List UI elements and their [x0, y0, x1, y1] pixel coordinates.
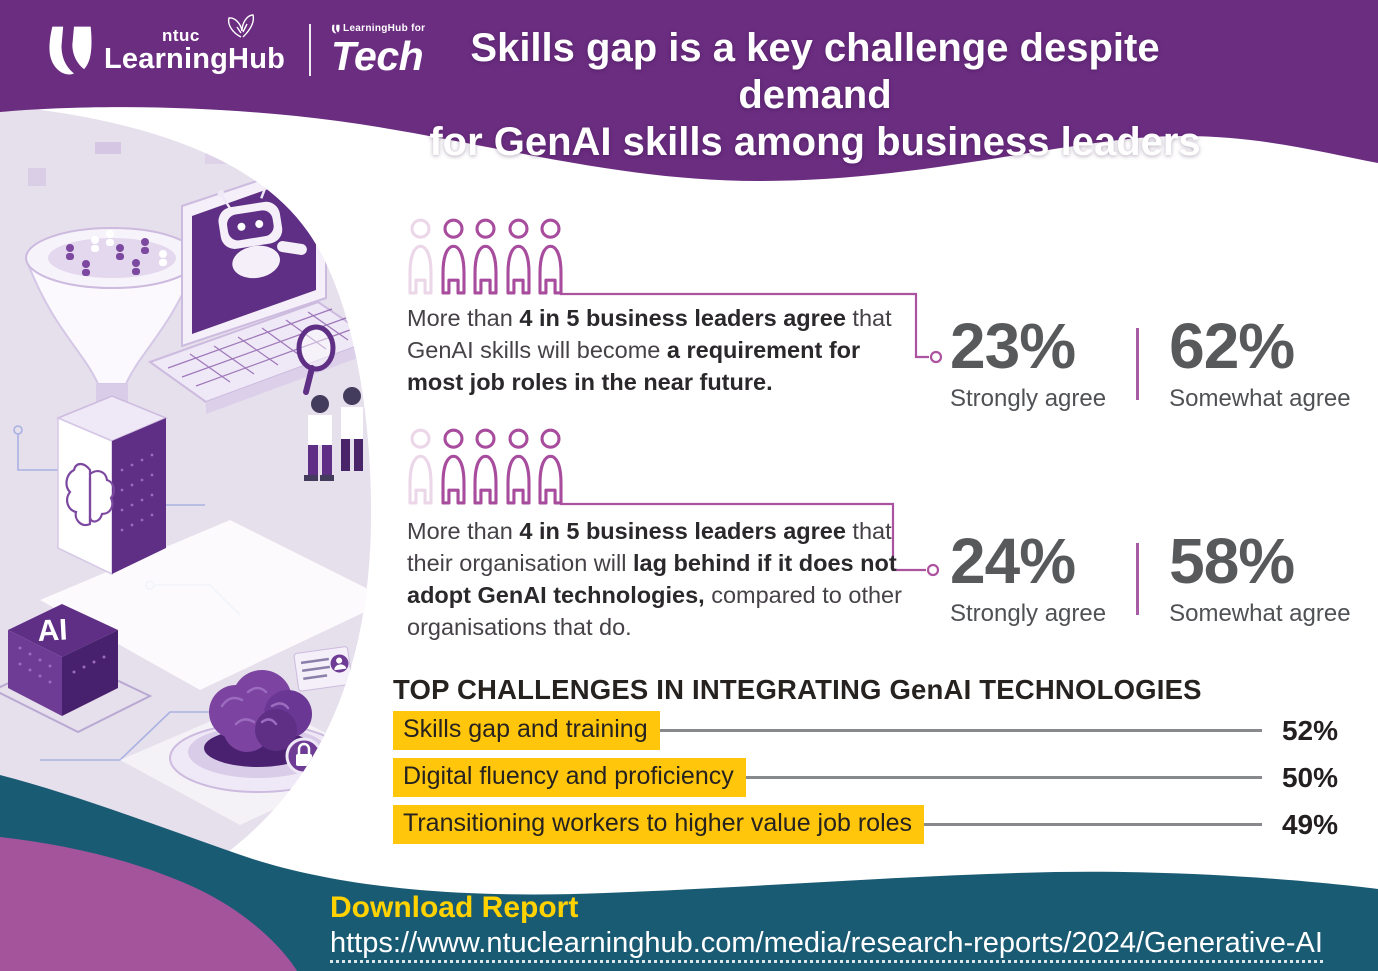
brain-icon — [209, 670, 312, 752]
people-icon-row-1 — [405, 217, 566, 296]
bottom-wave — [0, 775, 1378, 971]
challenge-leader-line — [659, 729, 1262, 732]
challenge-leader-line — [745, 776, 1262, 779]
stat-value: 58% — [1169, 525, 1295, 597]
header-wave — [0, 0, 1378, 181]
brain-outline-icon — [65, 462, 115, 527]
stat-label: Strongly agree — [950, 384, 1107, 412]
person-icon — [473, 218, 498, 295]
brand-bar: ntuc LearningHub LearningHub for — [44, 13, 425, 79]
stat-strongly-agree-2: 24% Strongly agree — [950, 525, 1107, 628]
stat-divider — [1136, 543, 1140, 615]
challenge-label: Transitioning workers to higher value jo… — [393, 805, 925, 844]
person-icon — [408, 428, 433, 505]
ntuc-wordmark: LearningHub — [104, 42, 286, 75]
challenge-row: Transitioning workers to higher value jo… — [393, 805, 1338, 844]
profile-card-icon — [293, 646, 353, 692]
challenge-label: Digital fluency and proficiency — [393, 758, 746, 797]
stat-label: Somewhat agree — [1169, 599, 1351, 627]
challenge-row: Skills gap and training 52% — [393, 711, 1338, 750]
stat-divider — [1136, 328, 1140, 400]
svg-text:AI: AI — [37, 613, 69, 648]
stat-label: Strongly agree — [950, 599, 1107, 627]
pedestal-cube — [56, 395, 168, 576]
challenge-value: 49% — [1281, 808, 1338, 840]
learninghub-tech-logo: LearningHub for Tech — [331, 23, 425, 79]
people-icon-row-2 — [405, 427, 566, 506]
stat-pair-1: 23% Strongly agree 62% Somewhat agree — [950, 310, 1351, 413]
page-title-line2: for GenAI skills among business leaders — [429, 119, 1201, 164]
challenge-value: 50% — [1281, 761, 1338, 793]
magenta-wave — [0, 837, 297, 971]
stat-somewhat-agree-2: 58% Somewhat agree — [1169, 525, 1351, 628]
stat-strongly-agree-1: 23% Strongly agree — [950, 310, 1107, 413]
person-icon — [440, 428, 466, 505]
funnel-icon — [25, 227, 199, 406]
ntuc-u-logo-mark — [49, 26, 92, 75]
ntuc-learninghub-logo: ntuc LearningHub — [44, 13, 286, 78]
challenge-leader-line — [924, 823, 1262, 826]
person-icon — [538, 218, 563, 295]
stat-pair-2: 24% Strongly agree 58% Somewhat agree — [950, 525, 1351, 628]
left-illustration: AI — [0, 105, 372, 902]
report-url-link[interactable]: https://www.ntuclearninghub.com/media/re… — [330, 927, 1323, 963]
stat-value: 24% — [950, 525, 1076, 597]
stat-label: Somewhat agree — [1169, 384, 1351, 412]
stat-somewhat-agree-1: 62% Somewhat agree — [1169, 310, 1351, 413]
person-icon — [440, 218, 466, 295]
challenge-label: Skills gap and training — [393, 711, 660, 750]
challenge-row: Digital fluency and proficiency 50% — [393, 758, 1338, 797]
download-report-button[interactable]: Download Report — [330, 891, 579, 924]
stat-text-2: More than 4 in 5 business leaders agree … — [407, 518, 902, 640]
tech-wordmark: Tech — [331, 32, 424, 79]
person-icon — [505, 218, 531, 295]
person-icon — [408, 218, 433, 295]
people-figures — [296, 324, 363, 481]
challenge-value: 52% — [1281, 714, 1338, 746]
butterfly-icon — [227, 13, 255, 38]
magnifying-glass-icon — [296, 324, 336, 395]
stat-value: 62% — [1169, 310, 1295, 382]
tech-logo-small-line: LearningHub for — [331, 23, 425, 34]
person-icon — [538, 428, 563, 505]
people-in-funnel-icon — [66, 230, 167, 276]
ntuc-u-logo-mark-small — [332, 24, 340, 33]
person-icon — [473, 428, 498, 505]
report-url-text[interactable]: https://www.ntuclearninghub.com/media/re… — [330, 927, 1323, 963]
teal-wave — [0, 775, 1378, 971]
brand-divider — [309, 24, 312, 76]
page-title-line1: Skills gap is a key challenge despite de… — [470, 26, 1160, 117]
ntuc-wordmark-small: ntuc — [162, 25, 200, 45]
stat-text-1: More than 4 in 5 business leaders agree … — [407, 305, 892, 395]
challenges-heading: TOP CHALLENGES IN INTEGRATING GenAI TECH… — [393, 674, 1202, 705]
person-icon — [505, 428, 531, 505]
ai-chip-icon: AI — [0, 604, 153, 734]
page-title: Skills gap is a key challenge despite de… — [400, 25, 1230, 165]
stat-value: 23% — [950, 310, 1076, 382]
